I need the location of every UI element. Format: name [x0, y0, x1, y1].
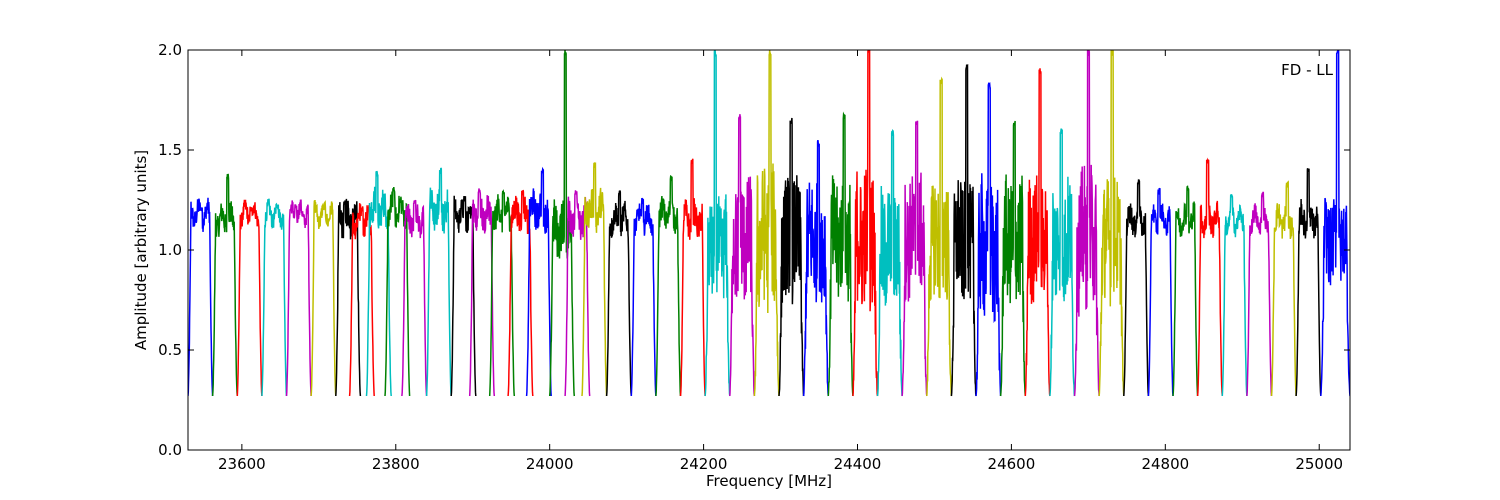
series-line — [261, 198, 288, 397]
series-group — [188, 50, 1350, 397]
series-line — [679, 158, 706, 397]
series-line — [802, 139, 830, 397]
series-line — [655, 175, 682, 397]
series-line — [310, 199, 337, 397]
series-line — [425, 167, 452, 397]
series-line — [488, 189, 516, 397]
x-tick-label: 24200 — [680, 455, 728, 473]
series-line — [335, 198, 362, 397]
series-line — [1295, 168, 1322, 397]
series-line — [1320, 50, 1350, 397]
x-tick-label: 23800 — [372, 455, 420, 473]
series-line — [926, 76, 953, 397]
y-axis-ticks: 0.0 0.5 1.0 1.5 2.0 — [158, 41, 1350, 459]
series-line — [450, 195, 477, 397]
y-tick-label: 0.5 — [158, 341, 182, 359]
y-tick-label: 1.0 — [158, 241, 182, 259]
series-line — [950, 63, 977, 397]
x-tick-label: 24400 — [834, 455, 882, 473]
series-line — [1246, 191, 1273, 397]
y-tick-label: 0.0 — [158, 441, 182, 459]
x-axis-ticks: 23600 23800 24000 24200 24400 24600 24800 25000 — [218, 50, 1343, 473]
x-tick-label: 24000 — [526, 455, 574, 473]
series-line — [827, 111, 854, 397]
series-line — [1123, 178, 1150, 397]
series-line — [285, 199, 312, 397]
series-line — [1147, 187, 1174, 397]
y-tick-label: 2.0 — [158, 41, 182, 59]
series-line — [605, 190, 633, 397]
series-line — [901, 120, 928, 397]
x-tick-label: 24800 — [1141, 455, 1189, 473]
series-line — [468, 188, 496, 397]
x-tick-label: 23600 — [218, 455, 266, 473]
series-line — [630, 197, 657, 397]
chart-annotation: FD - LL — [1281, 61, 1333, 79]
series-line — [401, 199, 428, 397]
series-line — [876, 129, 903, 397]
series-line — [975, 82, 1002, 397]
series-line — [1270, 180, 1297, 397]
series-line — [1221, 193, 1248, 397]
series-line — [1196, 157, 1224, 397]
series-line — [1172, 185, 1199, 397]
series-line — [778, 117, 805, 397]
series-line — [1049, 128, 1076, 397]
series-line — [211, 173, 239, 397]
y-tick-label: 1.5 — [158, 141, 182, 159]
plot-area — [188, 50, 1350, 397]
series-line — [188, 197, 214, 397]
series-line — [729, 114, 756, 397]
series-line — [581, 162, 608, 397]
series-line — [525, 166, 552, 397]
x-axis-label: Frequency [MHz] — [706, 472, 832, 490]
series-line — [1024, 68, 1051, 397]
series-line — [753, 50, 780, 397]
series-line — [507, 189, 534, 397]
series-line — [852, 50, 879, 397]
series-line — [236, 199, 263, 397]
series-line — [999, 120, 1027, 397]
x-tick-label: 24600 — [988, 455, 1036, 473]
y-axis-label: Amplitude [arbitrary units] — [132, 150, 150, 350]
x-tick-label: 25000 — [1295, 455, 1343, 473]
series-line — [704, 50, 731, 397]
series-line — [1073, 50, 1100, 397]
